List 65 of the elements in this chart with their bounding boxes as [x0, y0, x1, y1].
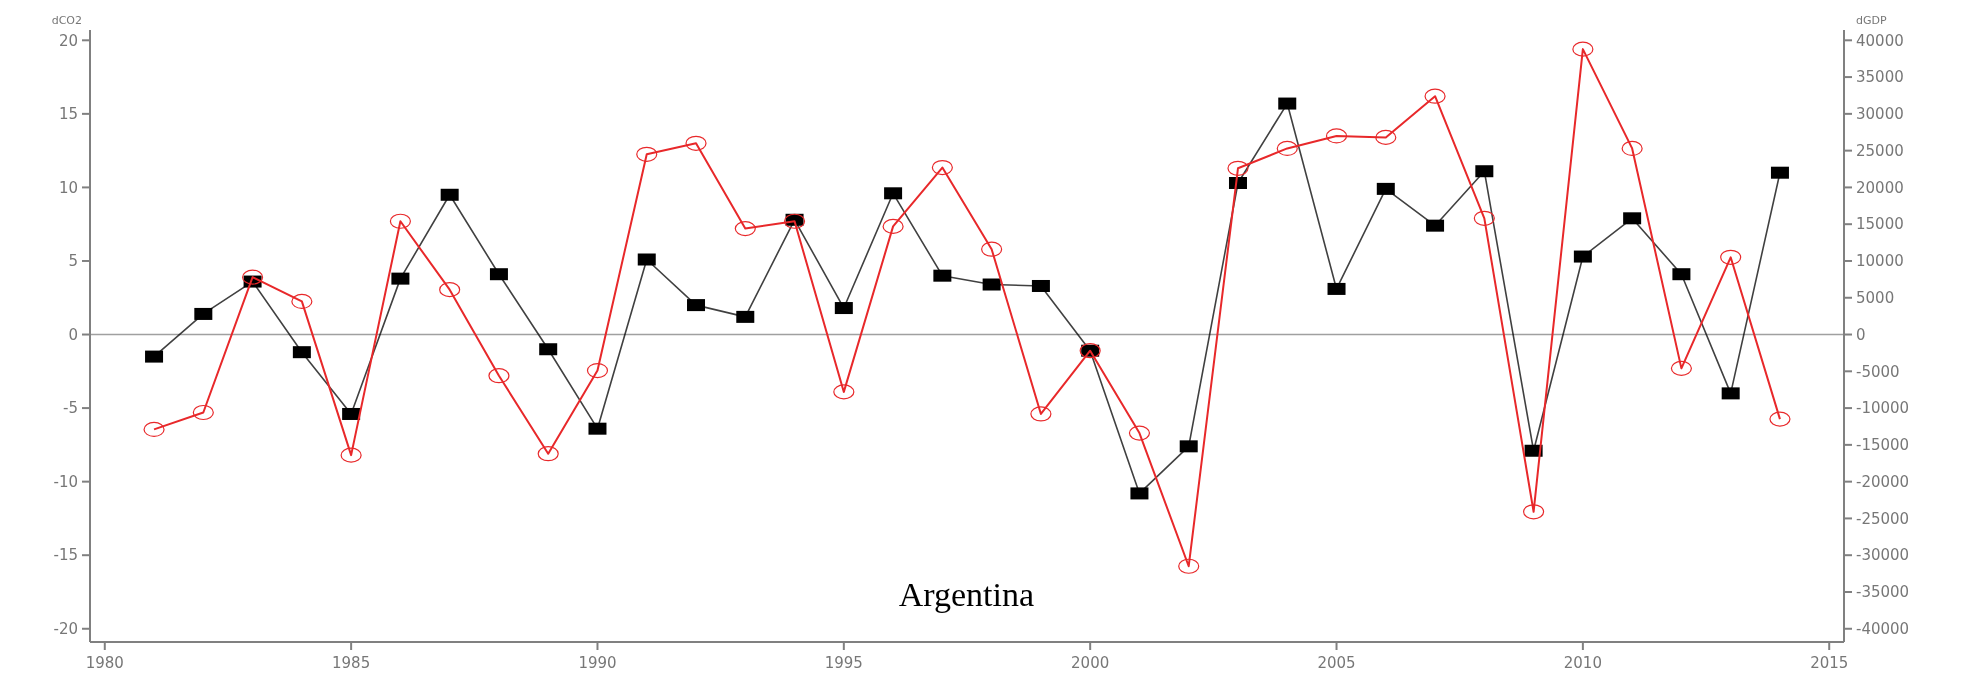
- point: [1375, 129, 1397, 145]
- point: [389, 213, 411, 229]
- point: [340, 447, 362, 463]
- point: [981, 241, 1003, 257]
- x-tick-label: 1985: [332, 654, 371, 672]
- y2-tick-label: -35000: [1856, 583, 1910, 602]
- point: [291, 293, 313, 310]
- y2-tick-label: 15000: [1856, 215, 1904, 234]
- y-tick-label: -15: [53, 546, 78, 565]
- point: [439, 282, 461, 298]
- point: [833, 384, 855, 400]
- point: [192, 404, 214, 421]
- annotation: Argentina: [898, 576, 1035, 613]
- y2-tick-label: -25000: [1856, 509, 1910, 528]
- x-tick-label: 2000: [1071, 654, 1110, 672]
- y2-tick-label: 20000: [1856, 178, 1904, 197]
- point: [1178, 558, 1200, 574]
- y-axis-title: dCO2: [51, 14, 82, 27]
- y2-tick-label: -30000: [1856, 546, 1910, 565]
- y-tick-label: 0: [68, 325, 78, 344]
- y2-tick-label: 40000: [1856, 31, 1904, 50]
- point: [734, 221, 756, 237]
- y2-tick-label: 0: [1856, 325, 1866, 344]
- y2-axis-title: dGDP: [1856, 14, 1887, 27]
- point: [537, 446, 559, 462]
- point: [488, 368, 510, 384]
- point: [1276, 140, 1298, 157]
- y-tick-label: -10: [53, 472, 78, 491]
- point: [685, 135, 707, 151]
- point: [1424, 88, 1446, 104]
- y2-tick-label: 30000: [1856, 105, 1904, 124]
- point: [1720, 249, 1742, 265]
- point: [1621, 140, 1643, 157]
- y-tick-label: 10: [58, 178, 78, 197]
- point: [1769, 411, 1791, 427]
- y2-tick-label: 25000: [1856, 141, 1904, 160]
- point: [931, 159, 953, 176]
- point: [143, 421, 165, 438]
- x-tick-label: 2015: [1810, 654, 1849, 672]
- point: [636, 146, 658, 162]
- y2-tick-label: 35000: [1856, 68, 1904, 87]
- x-tick-label: 1980: [85, 654, 124, 672]
- point: [882, 218, 904, 234]
- y2-tick-label: -20000: [1856, 472, 1910, 491]
- y-tick-label: 20: [58, 31, 78, 50]
- y-tick-label: -5: [63, 399, 78, 418]
- y2-tick-label: -15000: [1856, 436, 1910, 455]
- y2-tick-label: -10000: [1856, 399, 1910, 418]
- x-tick-label: 2010: [1563, 654, 1602, 672]
- x-tick-label: 2005: [1317, 654, 1356, 672]
- y-tick-label: 5: [68, 252, 78, 271]
- point: [1523, 504, 1545, 520]
- y2-tick-label: -40000: [1856, 620, 1910, 639]
- y2-tick-label: 10000: [1856, 252, 1904, 271]
- point: [1572, 41, 1594, 57]
- point: [586, 362, 609, 379]
- x-tick-label: 1990: [578, 654, 617, 672]
- y2-tick-label: 5000: [1856, 289, 1895, 307]
- point: [1030, 406, 1052, 422]
- x-tick-label: 1995: [824, 654, 863, 672]
- point: [1227, 160, 1249, 176]
- y-tick-label: -20: [53, 620, 78, 639]
- y-tick-label: 15: [58, 105, 78, 124]
- point: [1473, 210, 1495, 226]
- y2-tick-label: -5000: [1856, 362, 1900, 381]
